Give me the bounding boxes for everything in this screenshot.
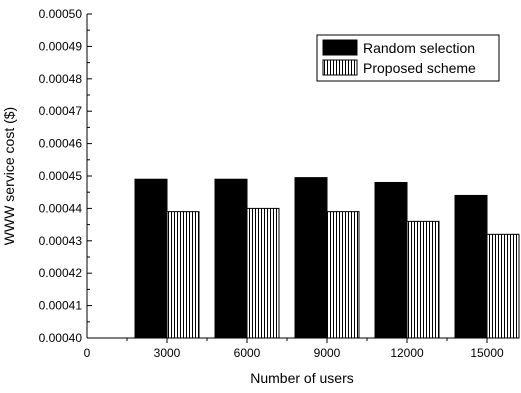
y-tick-label: 0.00040 <box>39 331 83 345</box>
legend-label: Random selection <box>363 40 475 56</box>
bar-random-selection <box>374 181 408 339</box>
x-tick-label: 0 <box>84 346 91 360</box>
x-tick-label: 6000 <box>234 346 261 360</box>
y-tick-label: 0.00047 <box>39 104 83 118</box>
y-axis-title: WWW service cost ($) <box>1 107 17 245</box>
bar-random-selection <box>214 178 248 339</box>
y-tick-label: 0.00044 <box>39 201 83 215</box>
x-tick-label: 9000 <box>314 346 341 360</box>
legend-label: Proposed scheme <box>363 60 476 76</box>
bar-proposed-scheme <box>326 211 360 339</box>
bar-random-selection <box>134 178 168 339</box>
x-axis-title: Number of users <box>250 370 353 386</box>
y-tick-label: 0.00046 <box>39 137 83 151</box>
x-tick-label: 12000 <box>390 346 424 360</box>
legend-swatch <box>322 59 358 76</box>
y-tick-label: 0.00041 <box>39 299 83 313</box>
bar-random-selection <box>454 194 488 339</box>
y-tick-label: 0.00043 <box>39 234 83 248</box>
bar-proposed-scheme <box>166 211 200 339</box>
x-tick-label: 3000 <box>154 346 181 360</box>
y-tick-label: 0.00048 <box>39 72 83 86</box>
y-tick-label: 0.00042 <box>39 266 83 280</box>
bar-proposed-scheme <box>486 233 520 339</box>
legend-swatch <box>322 39 358 56</box>
bar-random-selection <box>294 177 328 339</box>
x-tick-label: 15000 <box>470 346 504 360</box>
bar-proposed-scheme <box>246 207 280 339</box>
y-tick-label: 0.00049 <box>39 39 83 53</box>
bar-proposed-scheme <box>406 220 440 339</box>
y-tick-label: 0.00050 <box>39 7 83 21</box>
y-tick-label: 0.00045 <box>39 169 83 183</box>
